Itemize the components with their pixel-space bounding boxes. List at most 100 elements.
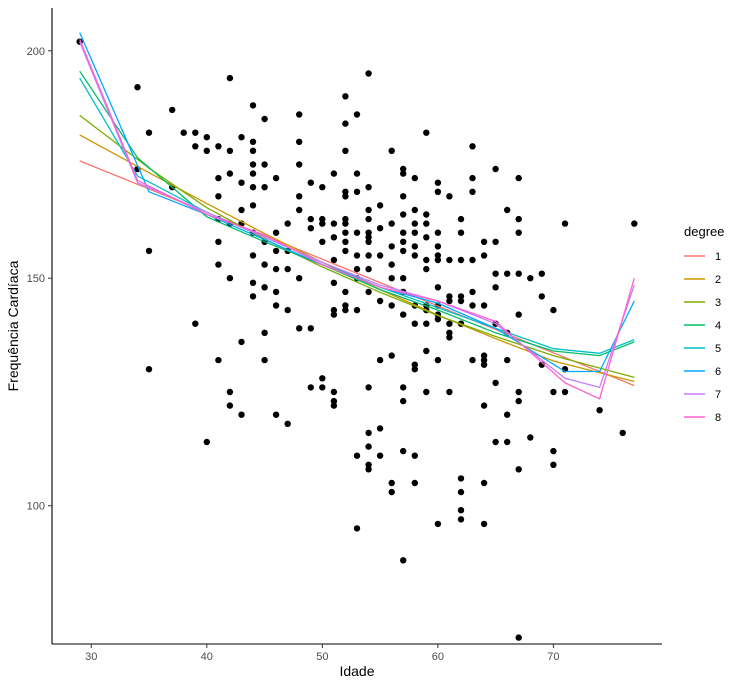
data-point: [330, 402, 338, 409]
data-point: [353, 525, 361, 532]
data-point: [388, 352, 395, 359]
data-point: [296, 325, 303, 332]
data-point: [388, 302, 395, 309]
data-point: [226, 402, 234, 409]
data-point: [446, 256, 453, 264]
data-point: [365, 288, 372, 296]
data-point: [400, 238, 407, 245]
legend-label-degree-5: 5: [715, 343, 721, 355]
data-point: [411, 366, 418, 373]
data-point: [365, 384, 372, 391]
data-point: [319, 238, 326, 245]
data-point: [400, 275, 407, 282]
data-point: [480, 252, 488, 259]
data-point: [319, 215, 326, 223]
y-tick-label: 150: [27, 273, 45, 285]
data-point: [480, 356, 488, 364]
legend-items: 1 2 3 4 5 6 7 8: [684, 251, 721, 424]
data-point: [492, 270, 499, 277]
data-point: [342, 306, 349, 314]
data-point: [400, 193, 407, 200]
data-point: [365, 466, 372, 473]
data-point: [342, 188, 349, 195]
data-point: [261, 284, 268, 291]
data-point: [365, 215, 372, 223]
data-point: [411, 452, 418, 459]
data-point: [434, 356, 442, 364]
legend: degree 1 2 3 4 5 6 7 8: [684, 224, 724, 424]
data-point: [469, 302, 476, 309]
data-point: [284, 420, 291, 427]
data-point: [411, 174, 418, 182]
data-point: [192, 129, 199, 136]
data-point: [492, 438, 499, 446]
data-point: [203, 147, 210, 154]
data-point: [480, 520, 488, 528]
data-point: [180, 129, 187, 136]
data-point: [226, 275, 234, 282]
data-point: [376, 225, 384, 232]
data-point: [411, 252, 418, 259]
data-point: [249, 293, 257, 300]
data-point: [342, 238, 349, 245]
data-point: [342, 220, 349, 227]
data-point: [238, 338, 245, 346]
data-point: [423, 265, 430, 273]
data-point: [319, 375, 326, 382]
data-point: [376, 425, 384, 432]
data-point: [330, 388, 338, 396]
data-point: [411, 220, 418, 227]
ticks-layer: 30 40 50 60 70 100 150 200: [27, 46, 560, 663]
data-point: [330, 234, 338, 241]
data-point: [492, 165, 499, 173]
data-point: [330, 279, 338, 286]
data-point: [342, 120, 349, 127]
data-point: [365, 206, 372, 214]
data-point: [411, 320, 418, 327]
data-point: [480, 361, 488, 368]
data-point: [261, 161, 268, 168]
data-point: [296, 206, 303, 214]
data-point: [261, 329, 268, 336]
data-point: [284, 306, 291, 314]
data-point: [365, 184, 372, 191]
data-point: [249, 170, 257, 177]
data-point: [388, 488, 395, 496]
data-point: [400, 557, 407, 564]
data-point: [388, 275, 395, 282]
data-point: [504, 356, 511, 364]
data-point: [457, 516, 465, 523]
data-point: [284, 265, 291, 273]
data-point: [376, 297, 384, 305]
data-point: [330, 170, 338, 177]
data-point: [515, 174, 522, 182]
data-point: [457, 229, 465, 236]
data-point: [515, 634, 522, 641]
data-point: [446, 293, 453, 300]
data-point: [238, 411, 245, 418]
data-point: [631, 220, 638, 227]
data-point: [215, 193, 222, 200]
data-point: [353, 111, 361, 118]
data-point: [272, 302, 280, 309]
data-point: [423, 388, 430, 396]
data-point: [469, 188, 476, 195]
data-point: [261, 115, 268, 123]
data-point: [342, 193, 349, 200]
data-point: [388, 220, 395, 227]
data-point: [480, 402, 488, 409]
series-line-degree-4: [79, 70, 635, 357]
x-axis-title: Idade: [339, 663, 374, 679]
data-point: [365, 461, 372, 468]
data-point: [342, 215, 349, 223]
data-point: [365, 429, 372, 437]
data-point: [272, 288, 280, 296]
data-point: [434, 316, 442, 323]
data-point: [492, 284, 499, 291]
data-point: [446, 297, 453, 305]
data-point: [307, 215, 314, 223]
data-point: [330, 256, 338, 264]
data-point: [296, 275, 303, 282]
x-tick-label: 60: [432, 651, 444, 663]
